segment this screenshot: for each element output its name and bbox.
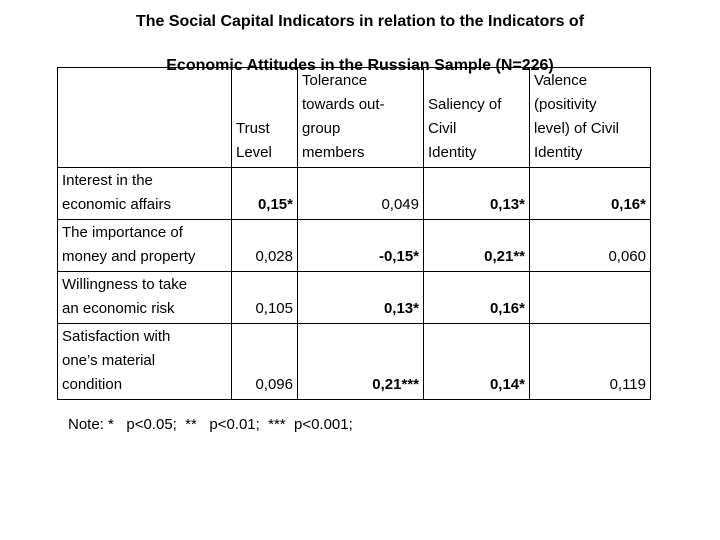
cell-value: 0,13* (297, 271, 424, 324)
row-label: Interest in the economic affairs (57, 167, 232, 220)
cell-value: -0,15* (297, 219, 424, 272)
cell-value: 0,049 (297, 167, 424, 220)
cell-value: 0,16* (529, 167, 651, 220)
cell-value: 0,105 (231, 271, 298, 324)
table-row: Satisfaction with one’s material conditi… (57, 323, 651, 400)
table-row: Willingness to take an economic risk 0,1… (57, 271, 651, 324)
table-row: Interest in the economic affairs 0,15* 0… (57, 167, 651, 220)
correlation-table: Trust Level Tolerance towards out- group… (57, 67, 651, 400)
header-valence: Valence (positivity level) of Civil Iden… (529, 67, 651, 168)
slide-title-line1: The Social Capital Indicators in relatio… (135, 13, 585, 30)
table-row: The importance of money and property 0,0… (57, 219, 651, 272)
cell-value: 0,119 (529, 323, 651, 400)
cell-value: 0,14* (423, 323, 530, 400)
header-saliency: Saliency of Civil Identity (423, 67, 530, 168)
significance-note: Note: * p<0.05; ** p<0.01; *** p<0.001; (68, 416, 353, 433)
cell-value: 0,096 (231, 323, 298, 400)
row-label: Willingness to take an economic risk (57, 271, 232, 324)
cell-value: 0,13* (423, 167, 530, 220)
cell-value: 0,21*** (297, 323, 424, 400)
cell-value: 0,16* (423, 271, 530, 324)
cell-value: 0,028 (231, 219, 298, 272)
cell-value: 0,15* (231, 167, 298, 220)
header-tolerance: Tolerance towards out- group members (297, 67, 424, 168)
row-label: The importance of money and property (57, 219, 232, 272)
cell-value: 0,21** (423, 219, 530, 272)
header-trust-level: Trust Level (231, 67, 298, 168)
cell-value: 0,060 (529, 219, 651, 272)
table-header-row: Trust Level Tolerance towards out- group… (57, 67, 651, 168)
cell-value (529, 271, 651, 324)
row-label: Satisfaction with one’s material conditi… (57, 323, 232, 400)
header-empty-cell (57, 67, 232, 168)
